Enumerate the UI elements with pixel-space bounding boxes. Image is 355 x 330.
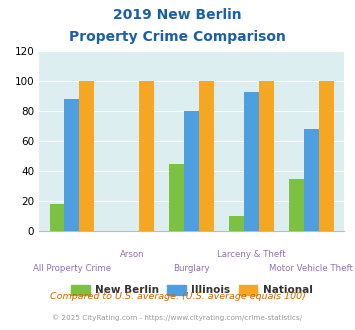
Bar bbox=[169, 164, 184, 231]
Bar bbox=[65, 99, 80, 231]
Text: © 2025 CityRating.com - https://www.cityrating.com/crime-statistics/: © 2025 CityRating.com - https://www.city… bbox=[53, 314, 302, 321]
Bar bbox=[184, 111, 199, 231]
Text: Burglary: Burglary bbox=[173, 264, 210, 273]
Bar bbox=[199, 81, 214, 231]
Text: Property Crime Comparison: Property Crime Comparison bbox=[69, 30, 286, 44]
Bar bbox=[319, 81, 334, 231]
Bar bbox=[229, 216, 244, 231]
Text: Arson: Arson bbox=[120, 250, 144, 259]
Bar bbox=[304, 129, 319, 231]
Text: Larceny & Theft: Larceny & Theft bbox=[217, 250, 286, 259]
Text: All Property Crime: All Property Crime bbox=[33, 264, 111, 273]
Bar bbox=[139, 81, 154, 231]
Bar bbox=[50, 204, 65, 231]
Bar bbox=[80, 81, 94, 231]
Bar bbox=[259, 81, 274, 231]
Legend: New Berlin, Illinois, National: New Berlin, Illinois, National bbox=[67, 280, 317, 300]
Text: Compared to U.S. average. (U.S. average equals 100): Compared to U.S. average. (U.S. average … bbox=[50, 292, 305, 301]
Bar bbox=[244, 92, 259, 231]
Bar bbox=[289, 179, 304, 231]
Text: Motor Vehicle Theft: Motor Vehicle Theft bbox=[269, 264, 353, 273]
Text: 2019 New Berlin: 2019 New Berlin bbox=[113, 8, 242, 22]
